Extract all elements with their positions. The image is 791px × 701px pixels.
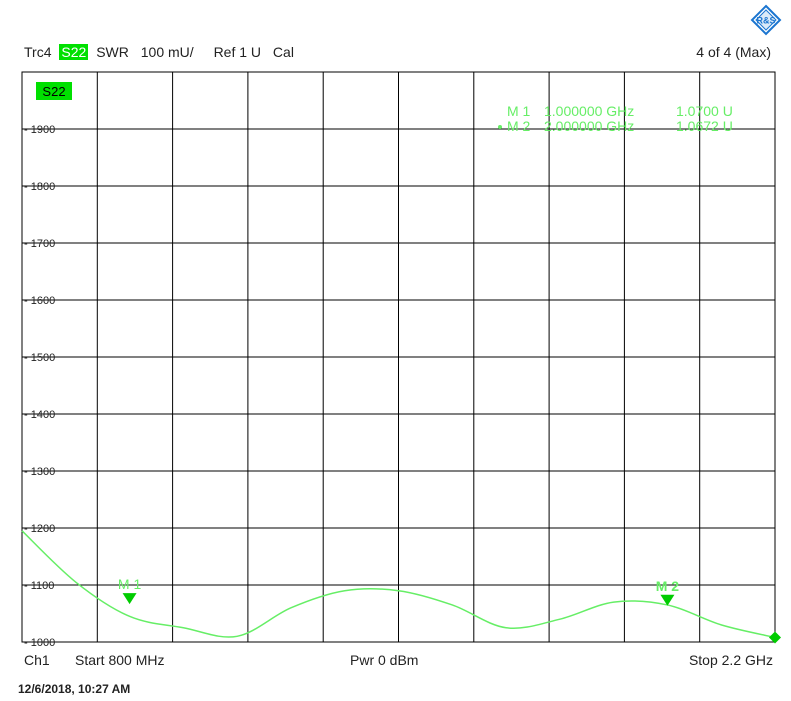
y-tick-label: - 1600 [24,295,55,307]
swr-chart[interactable]: - 1000 - 1100 - 1200 - 1300 - 1400 - 1500 - 16… [0,70,791,650]
y-tick-label: - 1400 [24,409,55,421]
channel-label[interactable]: Ch1 [24,652,50,668]
marker-1-label: M 1 [118,576,142,592]
marker-1-triangle [122,593,137,605]
plot-trace-badge: S22 [42,84,65,99]
y-tick-label: - 1000 [24,637,55,649]
marker-2-readout-value: 1.0672 U [676,118,733,134]
page-count: 4 of 4 (Max) [696,44,771,60]
trace-scale[interactable]: 100 mU/ [140,44,194,60]
svg-text:R&S: R&S [756,16,775,26]
trace-name[interactable]: Trc4 [24,44,52,60]
power-level[interactable]: Pwr 0 dBm [350,652,419,668]
trace-param-badge[interactable]: S22 [59,44,89,60]
marker-2-label: M 2 [656,578,680,594]
y-tick-label: - 1700 [24,238,55,250]
y-tick-label: - 1500 [24,352,55,364]
y-tick-label: - 1200 [24,523,55,535]
y-tick-label: - 1100 [24,580,54,592]
marker-2-readout-frequency: 2.000000 GHz [544,118,634,134]
start-frequency[interactable]: Start 800 MHz [75,652,165,668]
marker-2-triangle [660,594,675,606]
trace-ref[interactable]: Ref 1 U [213,44,262,60]
marker-1-readout-value: 1.0700 U [676,103,733,119]
y-tick-label: - 1300 [24,466,55,478]
cal-status: Cal [272,44,294,60]
trace-badge-background [36,82,72,100]
marker-1-readout-name: M 1 [507,103,531,119]
marker-1-readout-frequency: 1.000000 GHz [544,103,634,119]
timestamp: 12/6/2018, 10:27 AM [18,682,131,696]
trace-line [21,530,776,639]
stop-frequency[interactable]: Stop 2.2 GHz [688,652,773,668]
y-tick-label: - 1800 [24,181,55,193]
active-marker-dot [498,125,502,129]
trace-format[interactable]: SWR [96,44,129,60]
trace-header: Trc4 S22 SWR 100 mU/ Ref 1 U Cal [24,44,294,60]
trace-end-marker [769,631,781,644]
y-tick-label: - 1900 [24,124,55,136]
marker-2-readout-name: M 2 [507,118,531,134]
rohde-schwarz-logo-icon: R&S [750,4,782,36]
